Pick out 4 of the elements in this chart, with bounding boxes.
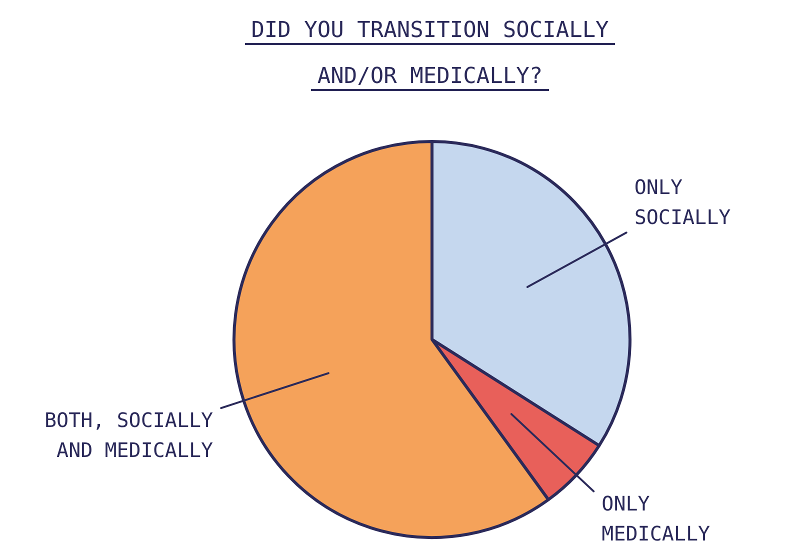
chart-title: DID YOU TRANSITION SOCIALLY AND/OR MEDICALLY? (250, 18, 610, 91)
slice-label: ONLY MEDICALLY (602, 492, 710, 546)
slice-label: ONLY SOCIALLY (634, 174, 731, 229)
slice-label: BOTH, SOCIALLY AND MEDICALLY (44, 408, 214, 462)
